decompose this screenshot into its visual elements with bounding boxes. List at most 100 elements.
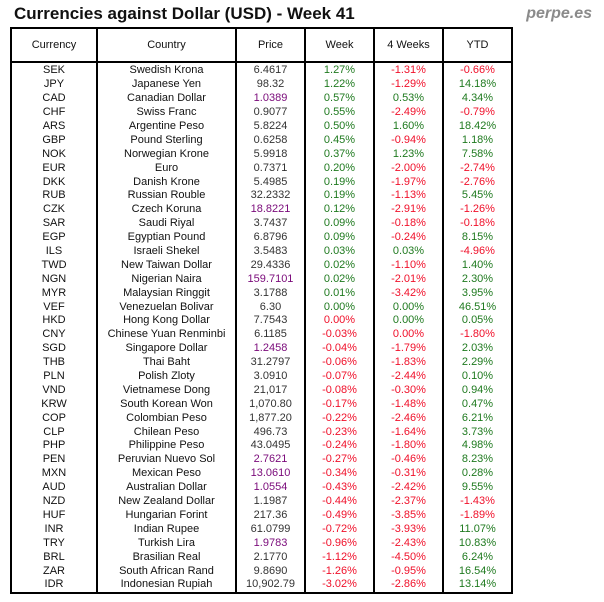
header-country[interactable]: Country (96, 27, 237, 63)
price: 3.1788 (235, 286, 306, 301)
ytd-change: -2.76% (442, 175, 513, 190)
4-weeks-change: -0.46% (373, 452, 444, 467)
table-row: NZD New Zealand Dollar 1.1987 -0.44% -2.37% -… (10, 494, 513, 509)
ytd-change: 1.18% (442, 133, 513, 148)
4-weeks-change: -2.42% (373, 480, 444, 495)
4-weeks-change: 0.03% (373, 244, 444, 259)
week-change: -0.07% (304, 369, 375, 384)
header-currency[interactable]: Currency (10, 27, 98, 63)
country-name: Indian Rupee (96, 522, 237, 537)
price: 31.2797 (235, 355, 306, 370)
ytd-change: 3.73% (442, 425, 513, 440)
week-change: 0.02% (304, 258, 375, 273)
week-change: -0.23% (304, 425, 375, 440)
ytd-change: 6.21% (442, 411, 513, 426)
ytd-change: 0.94% (442, 383, 513, 398)
country-name: Nigerian Naira (96, 272, 237, 287)
table-row: CZK Czech Koruna 18.8221 0.12% -2.91% -1.26% (10, 202, 513, 217)
header-ytd[interactable]: YTD (442, 27, 513, 63)
price: 61.0799 (235, 522, 306, 537)
brand-logo: perpe.es (526, 5, 592, 22)
ytd-change: -4.96% (442, 244, 513, 259)
4-weeks-change: -1.10% (373, 258, 444, 273)
ytd-change: 0.47% (442, 397, 513, 412)
ytd-change: -0.79% (442, 105, 513, 120)
week-change: -0.27% (304, 452, 375, 467)
currency-code: MXN (10, 466, 98, 481)
country-name: Czech Koruna (96, 202, 237, 217)
week-change: -0.72% (304, 522, 375, 537)
4-weeks-change: -0.24% (373, 230, 444, 245)
week-change: 0.03% (304, 244, 375, 259)
week-change: 0.19% (304, 189, 375, 203)
price: 1.2458 (235, 341, 306, 356)
4-weeks-change: -1.83% (373, 355, 444, 370)
country-name: Brasilian Real (96, 550, 237, 565)
table-row: EUR Euro 0.7371 0.20% -2.00% -2.74% (10, 161, 513, 176)
price: 6.4617 (235, 62, 306, 78)
table-row: ILS Israeli Shekel 3.5483 0.03% 0.03% -4.96% (10, 244, 513, 259)
country-name: Australian Dollar (96, 480, 237, 495)
week-change: -0.08% (304, 383, 375, 398)
ytd-change: 3.95% (442, 286, 513, 301)
price: 29.4336 (235, 258, 306, 273)
price: 6.1185 (235, 327, 306, 342)
ytd-change: 11.07% (442, 522, 513, 537)
ytd-change: 8.23% (442, 452, 513, 467)
4-weeks-change: -2.00% (373, 161, 444, 176)
ytd-change: 1.40% (442, 258, 513, 273)
ytd-change: 10.83% (442, 536, 513, 551)
4-weeks-change: 0.00% (373, 314, 444, 328)
currency-code: HKD (10, 314, 98, 328)
table-row: EGP Egyptian Pound 6.8796 0.09% -0.24% 8.15% (10, 230, 513, 245)
header-4-weeks[interactable]: 4 Weeks (373, 27, 444, 63)
currency-code: MYR (10, 286, 98, 301)
price: 1.0389 (235, 91, 306, 106)
currency-code: INR (10, 522, 98, 537)
ytd-change: -0.18% (442, 216, 513, 231)
currency-code: NGN (10, 272, 98, 287)
week-change: -0.22% (304, 411, 375, 426)
table-row: SGD Singapore Dollar 1.2458 -0.04% -1.79% 2.0… (10, 341, 513, 356)
price: 5.9918 (235, 147, 306, 162)
ytd-change: 2.29% (442, 355, 513, 370)
price: 98.32 (235, 77, 306, 92)
ytd-change: -1.26% (442, 202, 513, 217)
header-week[interactable]: Week (304, 27, 375, 63)
price: 496.73 (235, 425, 306, 440)
currency-code: JPY (10, 77, 98, 92)
price: 2.1770 (235, 550, 306, 565)
price: 2.7621 (235, 452, 306, 467)
country-name: Euro (96, 161, 237, 176)
week-change: -0.34% (304, 466, 375, 481)
header-row: Currency Country Price Week 4 Weeks YTD (10, 27, 513, 63)
4-weeks-change: -2.44% (373, 369, 444, 384)
4-weeks-change: -1.48% (373, 397, 444, 412)
header-price[interactable]: Price (235, 27, 306, 63)
currency-code: TWD (10, 258, 98, 273)
price: 0.6258 (235, 133, 306, 148)
ytd-change: 14.18% (442, 77, 513, 92)
country-name: Thai Baht (96, 355, 237, 370)
week-change: -0.04% (304, 341, 375, 356)
country-name: Hungarian Forint (96, 508, 237, 523)
ytd-change: 8.15% (442, 230, 513, 245)
currency-code: SEK (10, 62, 98, 78)
ytd-change: -2.74% (442, 161, 513, 176)
price: 1.1987 (235, 494, 306, 509)
week-change: 0.00% (304, 300, 375, 315)
4-weeks-change: -3.42% (373, 286, 444, 301)
ytd-change: 0.05% (442, 314, 513, 328)
price: 7.7543 (235, 314, 306, 328)
country-name: Egyptian Pound (96, 230, 237, 245)
table-row: NOK Norwegian Krone 5.9918 0.37% 1.23% 7.58% (10, 147, 513, 162)
currency-code: RUB (10, 189, 98, 203)
price: 3.7437 (235, 216, 306, 231)
table-row: CHF Swiss Franc 0.9077 0.55% -2.49% -0.79% (10, 105, 513, 120)
table-row: IDR Indonesian Rupiah 10,902.79 -3.02% -2.86… (10, 577, 513, 593)
table-row: COP Colombian Peso 1,877.20 -0.22% -2.46% 6.2… (10, 411, 513, 426)
price: 43.0495 (235, 439, 306, 453)
price: 6.8796 (235, 230, 306, 245)
table-row: CAD Canadian Dollar 1.0389 0.57% 0.53% 4.34% (10, 91, 513, 106)
price: 32.2332 (235, 189, 306, 203)
